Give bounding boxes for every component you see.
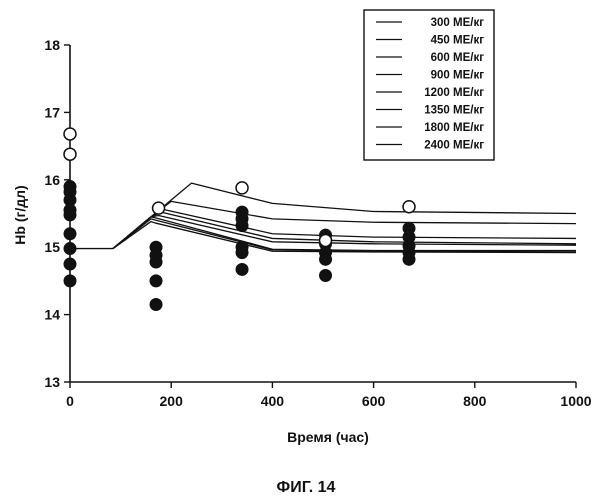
filled-point — [63, 242, 77, 256]
figure-caption: ФИГ. 14 — [277, 479, 336, 496]
filled-point — [235, 219, 249, 233]
y-tick-label: 15 — [44, 239, 60, 255]
y-tick-label: 16 — [44, 172, 60, 188]
filled-point — [149, 297, 163, 311]
legend-label: 450 МЕ/кг — [431, 35, 485, 47]
legend-label: 600 МЕ/кг — [431, 52, 485, 64]
legend-label: 1800 МЕ/кг — [424, 122, 484, 134]
filled-point — [319, 252, 333, 266]
x-tick-label: 800 — [463, 393, 487, 409]
x-tick-label: 200 — [160, 393, 184, 409]
series-line — [112, 218, 577, 253]
legend-label: 1350 МЕ/кг — [424, 105, 484, 117]
open-point — [63, 127, 77, 141]
open-point — [151, 201, 166, 215]
legend-label: 2400 МЕ/кг — [424, 140, 484, 152]
filled-point — [319, 269, 333, 283]
legend: 300 МЕ/кг 450 МЕ/кг 600 МЕ/кг 900 МЕ/кг 1200… — [363, 9, 495, 161]
open-point — [402, 200, 416, 214]
y-tick-label: 18 — [44, 37, 60, 53]
filled-point — [63, 274, 77, 288]
open-point — [318, 233, 333, 248]
filled-point — [149, 274, 163, 288]
x-tick-label: 400 — [261, 393, 285, 409]
legend-label: 900 МЕ/кг — [431, 70, 485, 82]
filled-point — [149, 255, 163, 269]
legend-label: 1200 МЕ/кг — [424, 87, 484, 99]
filled-point — [63, 227, 77, 241]
series-line — [112, 182, 577, 250]
filled-point — [63, 208, 77, 222]
y-tick-label: 13 — [44, 374, 60, 390]
axes: 13 14 15 16 17 18 0 200 400 600 800 1000 — [44, 37, 591, 409]
open-point — [63, 147, 77, 161]
x-tick-label: 0 — [66, 393, 74, 409]
filled-point — [235, 262, 249, 276]
y-axis-title: Hb (г/дл) — [12, 185, 28, 244]
y-tick-label: 14 — [44, 307, 60, 323]
filled-point — [63, 257, 77, 271]
filled-point — [235, 246, 249, 260]
x-axis-title: Время (час) — [287, 429, 369, 445]
data-points — [63, 127, 416, 311]
y-tick-label: 17 — [44, 104, 60, 120]
series-line — [112, 220, 577, 254]
x-tick-label: 600 — [362, 393, 386, 409]
filled-point — [402, 252, 416, 266]
x-tick-label: 1000 — [560, 393, 591, 409]
legend-label: 300 МЕ/кг — [431, 17, 485, 29]
legend-box — [363, 9, 495, 161]
open-point — [235, 181, 249, 195]
